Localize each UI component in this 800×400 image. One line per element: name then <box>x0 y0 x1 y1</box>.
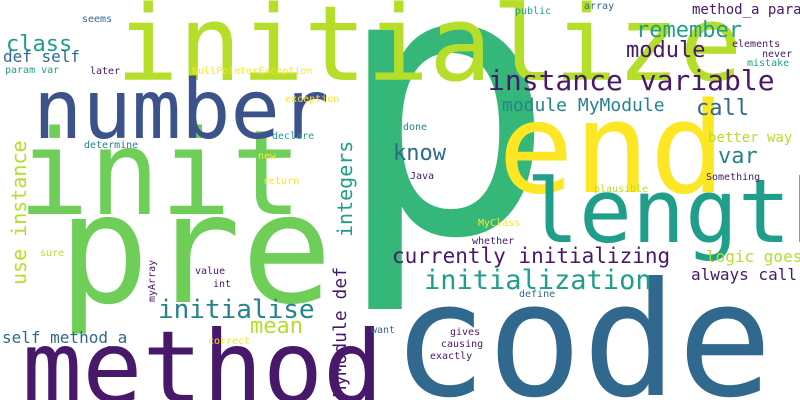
word-int: int <box>213 279 232 290</box>
word-always-call: always call <box>691 265 797 284</box>
word-currently-initializing: currently initializing <box>392 244 671 268</box>
word-java: Java <box>410 171 435 182</box>
word-plausible: plausible <box>594 184 649 195</box>
word-call: call <box>696 96 749 121</box>
word-logic-goes: logic goes <box>706 247 800 266</box>
word-array: array <box>584 1 615 12</box>
word-public: public <box>515 6 552 17</box>
word-method-a-param: method_a param <box>692 2 800 18</box>
word-gives: gives <box>450 327 481 338</box>
word-initialise: initialise <box>158 295 315 325</box>
word-better-way: better way <box>708 130 793 146</box>
word-mean: mean <box>250 314 303 339</box>
word-never: never <box>762 49 793 60</box>
word-whether: whether <box>472 236 515 247</box>
word-module-mymodule: module MyModule <box>502 95 665 116</box>
word-module: module <box>626 38 706 63</box>
word-determine: determine <box>84 140 139 151</box>
word-value: value <box>195 266 226 277</box>
word-mistake: mistake <box>747 58 790 69</box>
word-return: return <box>263 176 300 187</box>
word-def-self: def self <box>3 47 81 66</box>
word-new: new <box>258 151 277 162</box>
word-exactly: exactly <box>430 351 473 362</box>
word-integers: integers <box>333 140 357 237</box>
word-length: length <box>526 160 800 263</box>
word-correct: correct <box>208 336 251 347</box>
word-init: init <box>18 104 303 242</box>
word-done: done <box>403 122 428 133</box>
word-later: later <box>90 66 121 77</box>
word-remember: remember <box>636 18 742 43</box>
word-code: code <box>392 249 773 400</box>
word-sure: sure <box>40 248 65 259</box>
word-myclass: MyClass <box>478 218 521 229</box>
word-p: p <box>334 0 557 320</box>
word-param-var: param var <box>5 65 60 76</box>
word-var: var <box>718 144 758 169</box>
word-want: want <box>371 325 396 336</box>
word-use-instance: use instance <box>7 140 31 286</box>
word-something: Something <box>706 172 761 183</box>
word-class: class <box>6 32 73 57</box>
word-pre: pre <box>58 161 333 338</box>
word-exception: exception <box>285 94 340 105</box>
word-seems: seems <box>82 14 113 25</box>
word-elements: elements <box>732 39 781 50</box>
word-number: number <box>33 63 330 158</box>
word-method: method <box>22 309 384 400</box>
word-mymodule-def: MyModule def <box>330 266 351 397</box>
word-causing: causing <box>441 339 484 350</box>
word-nullpointerexception: NullPointerException <box>192 66 313 77</box>
word-initialize: initialize <box>116 0 743 105</box>
word-define: define <box>519 289 556 300</box>
word-initialization: initialization <box>424 265 652 296</box>
word-instance-variable: instance variable <box>488 64 775 97</box>
word-know: know <box>393 141 446 166</box>
word-end: end <box>498 75 726 222</box>
word-self-method-a: self method_a <box>2 328 128 347</box>
word-declare: declare <box>272 131 315 142</box>
word-myarray: myArray <box>147 259 158 302</box>
